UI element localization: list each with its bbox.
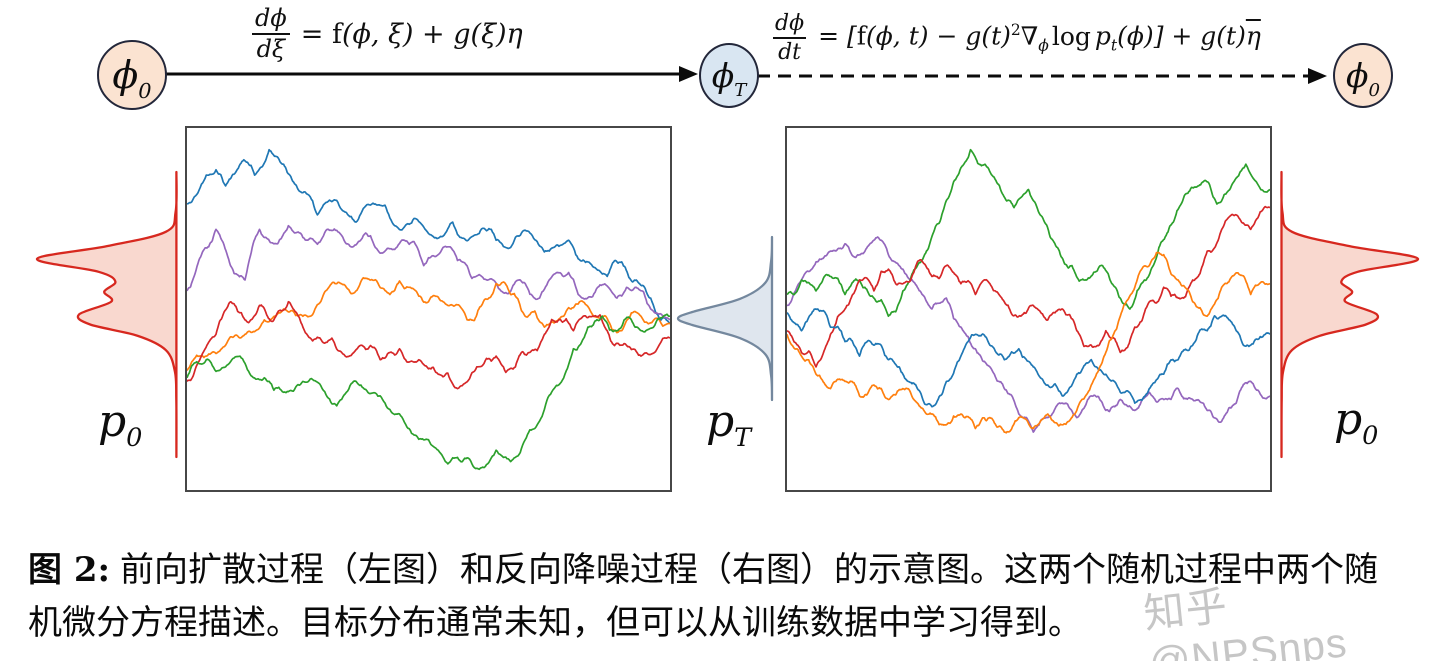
trajectory-green (786, 148, 1271, 318)
trajectory-green (186, 313, 671, 471)
trajectory-red (786, 205, 1271, 368)
reverse-sde-equation: dϕ dt = [f(ϕ, t) − g(t)2∇ϕ log pt(ϕ)] + g(… (770, 12, 1261, 64)
caption-line-1: 前向扩散过程（左图）和反向降噪过程（右图）的示意图。这两个随机过程中两个随 (120, 550, 1379, 590)
caption-line-2: 机微分方程描述。目标分布通常未知，但可以从训练数据中学习得到。 (28, 603, 1082, 644)
trajectory-orange (786, 251, 1271, 434)
trajectory-blue (786, 308, 1271, 408)
equation-rhs: = [f(ϕ, t) − g(t)2∇ϕ log pt(ϕ)] + g(t)η (818, 21, 1261, 55)
equation-rhs: = f(ϕ, ξ) + g(ξ)η (300, 18, 523, 50)
phi-subscript: 0 (1368, 79, 1381, 101)
phi-subscript: 0 (138, 79, 152, 104)
reverse-arrow-head-icon (1308, 68, 1327, 84)
figure-caption: 图 2: 前向扩散过程（左图）和反向降噪过程（右图）的示意图。这两个随机过程中两个… (28, 544, 1428, 650)
p0-label-right: p0 (1334, 394, 1379, 451)
derivative-fraction: dϕ dt (773, 11, 807, 66)
trajectory-purple (786, 236, 1271, 433)
forward-trajectories-plot (186, 148, 671, 471)
forward-sde-equation: dϕ dξ = f(ϕ, ξ) + g(ξ)η (250, 5, 523, 62)
trajectory-orange (186, 276, 670, 371)
distribution-pT-middle (676, 235, 774, 402)
forward-arrow-head-icon (679, 66, 698, 82)
reverse-trajectories-plot (786, 148, 1271, 434)
trajectory-blue (186, 148, 671, 325)
figure-caption-tag: 图 2: (28, 550, 111, 590)
forward-trajectories-panel (185, 126, 672, 492)
pT-label-middle: pT (706, 396, 752, 453)
phi-symbol: ϕ (711, 56, 735, 95)
phi-symbol: ϕ (1345, 56, 1369, 95)
trajectory-purple (186, 224, 671, 321)
phi-symbol: ϕ (112, 53, 139, 97)
phi-subscript: T (734, 79, 747, 101)
trajectory-red (186, 300, 671, 390)
derivative-fraction: dϕ dξ (250, 5, 292, 62)
p0-label-left: p0 (98, 396, 143, 453)
reverse-trajectories-panel (785, 126, 1272, 492)
